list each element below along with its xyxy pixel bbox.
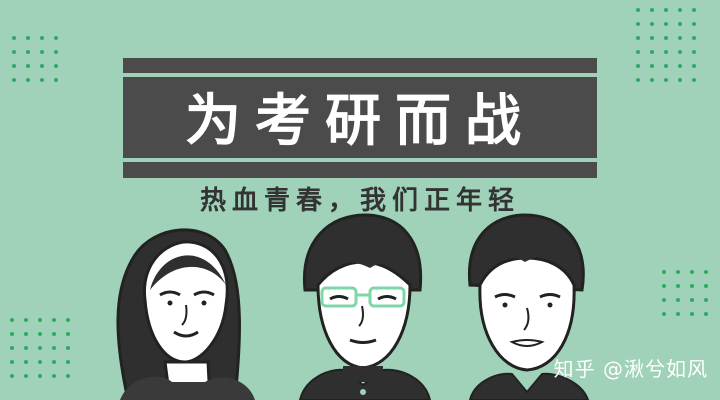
decorative-dot bbox=[650, 22, 654, 26]
decorative-dot bbox=[662, 312, 666, 316]
decorative-dot bbox=[676, 298, 680, 302]
banner-stripe-top bbox=[123, 73, 597, 77]
decorative-dot bbox=[650, 36, 654, 40]
decorative-dot bbox=[52, 346, 56, 350]
decorative-dot bbox=[664, 78, 668, 82]
decorative-dot bbox=[26, 78, 30, 82]
decorative-dot bbox=[664, 64, 668, 68]
decorative-dot bbox=[66, 374, 70, 378]
decorative-dot bbox=[66, 346, 70, 350]
decorative-dot bbox=[38, 346, 42, 350]
banner-title: 为考研而战 bbox=[185, 88, 535, 154]
decorative-dot bbox=[636, 22, 640, 26]
decorative-dot bbox=[650, 50, 654, 54]
decorative-dot bbox=[664, 36, 668, 40]
decorative-dot bbox=[10, 346, 14, 350]
decorative-dot bbox=[40, 78, 44, 82]
decorative-dot bbox=[690, 298, 694, 302]
decorative-dot bbox=[704, 270, 708, 274]
decorative-dot bbox=[24, 374, 28, 378]
decorative-dot bbox=[26, 64, 30, 68]
decorative-dot bbox=[54, 78, 58, 82]
decorative-dot bbox=[650, 8, 654, 12]
decorative-dot bbox=[24, 360, 28, 364]
decorative-dot bbox=[636, 36, 640, 40]
decorative-dot bbox=[40, 50, 44, 54]
decorative-dot bbox=[66, 318, 70, 322]
decorative-dot bbox=[678, 78, 682, 82]
banner-subtitle: 热血青春，我们正年轻 bbox=[199, 186, 520, 216]
decorative-dot bbox=[692, 64, 696, 68]
decorative-dot bbox=[692, 78, 696, 82]
decorative-dot bbox=[676, 312, 680, 316]
decorative-dot bbox=[704, 284, 708, 288]
decorative-dot bbox=[692, 50, 696, 54]
watermark: 知乎 @湫兮如风 bbox=[553, 357, 708, 381]
decorative-dot bbox=[704, 298, 708, 302]
decorative-dot bbox=[40, 64, 44, 68]
decorative-dot bbox=[10, 318, 14, 322]
decorative-dot bbox=[704, 312, 708, 316]
decorative-dot bbox=[12, 78, 16, 82]
title-banner: 为考研而战 bbox=[123, 58, 597, 178]
decorative-dot bbox=[692, 8, 696, 12]
decorative-dot bbox=[24, 346, 28, 350]
man-with-glasses-figure bbox=[298, 213, 432, 400]
decorative-dot bbox=[692, 36, 696, 40]
decorative-dot bbox=[12, 36, 16, 40]
decorative-dot bbox=[650, 64, 654, 68]
decorative-dot bbox=[66, 332, 70, 336]
decorative-dot bbox=[678, 50, 682, 54]
decorative-dot bbox=[636, 8, 640, 12]
decorative-dot bbox=[690, 284, 694, 288]
decorative-dot bbox=[26, 50, 30, 54]
decorative-dot bbox=[690, 270, 694, 274]
decorative-dot bbox=[636, 64, 640, 68]
decorative-dot bbox=[678, 36, 682, 40]
decorative-dot bbox=[664, 22, 668, 26]
young-man-figure bbox=[467, 213, 590, 400]
decorative-dot bbox=[38, 374, 42, 378]
decorative-dot bbox=[636, 50, 640, 54]
decorative-dot bbox=[24, 332, 28, 336]
decorative-dot bbox=[650, 78, 654, 82]
decorative-dot bbox=[678, 8, 682, 12]
decorative-dot bbox=[52, 374, 56, 378]
decorative-dot bbox=[54, 36, 58, 40]
decorative-dot bbox=[54, 64, 58, 68]
decorative-dot bbox=[12, 50, 16, 54]
decorative-dot bbox=[38, 332, 42, 336]
decorative-dot bbox=[12, 64, 16, 68]
decorative-dot bbox=[636, 78, 640, 82]
decorative-dot bbox=[662, 284, 666, 288]
decorative-dot bbox=[66, 360, 70, 364]
decorative-dot bbox=[24, 318, 28, 322]
decorative-dot bbox=[10, 360, 14, 364]
woman-figure bbox=[116, 228, 255, 400]
decorative-dot bbox=[676, 284, 680, 288]
decorative-dot bbox=[52, 360, 56, 364]
decorative-dot bbox=[38, 318, 42, 322]
decorative-dot bbox=[664, 50, 668, 54]
decorative-dot bbox=[26, 36, 30, 40]
decorative-dot bbox=[678, 22, 682, 26]
decorative-dot bbox=[10, 332, 14, 336]
decorative-dot bbox=[38, 360, 42, 364]
decorative-dot bbox=[664, 8, 668, 12]
decorative-dot bbox=[40, 36, 44, 40]
decorative-dot bbox=[690, 312, 694, 316]
decorative-dot bbox=[54, 50, 58, 54]
decorative-dot bbox=[692, 22, 696, 26]
banner-stripe-bottom bbox=[123, 158, 597, 162]
decorative-dot bbox=[662, 298, 666, 302]
decorative-dot bbox=[52, 318, 56, 322]
decorative-dot bbox=[10, 374, 14, 378]
decorative-dot bbox=[676, 270, 680, 274]
decorative-dot bbox=[678, 64, 682, 68]
decorative-dot bbox=[662, 270, 666, 274]
decorative-dot bbox=[52, 332, 56, 336]
